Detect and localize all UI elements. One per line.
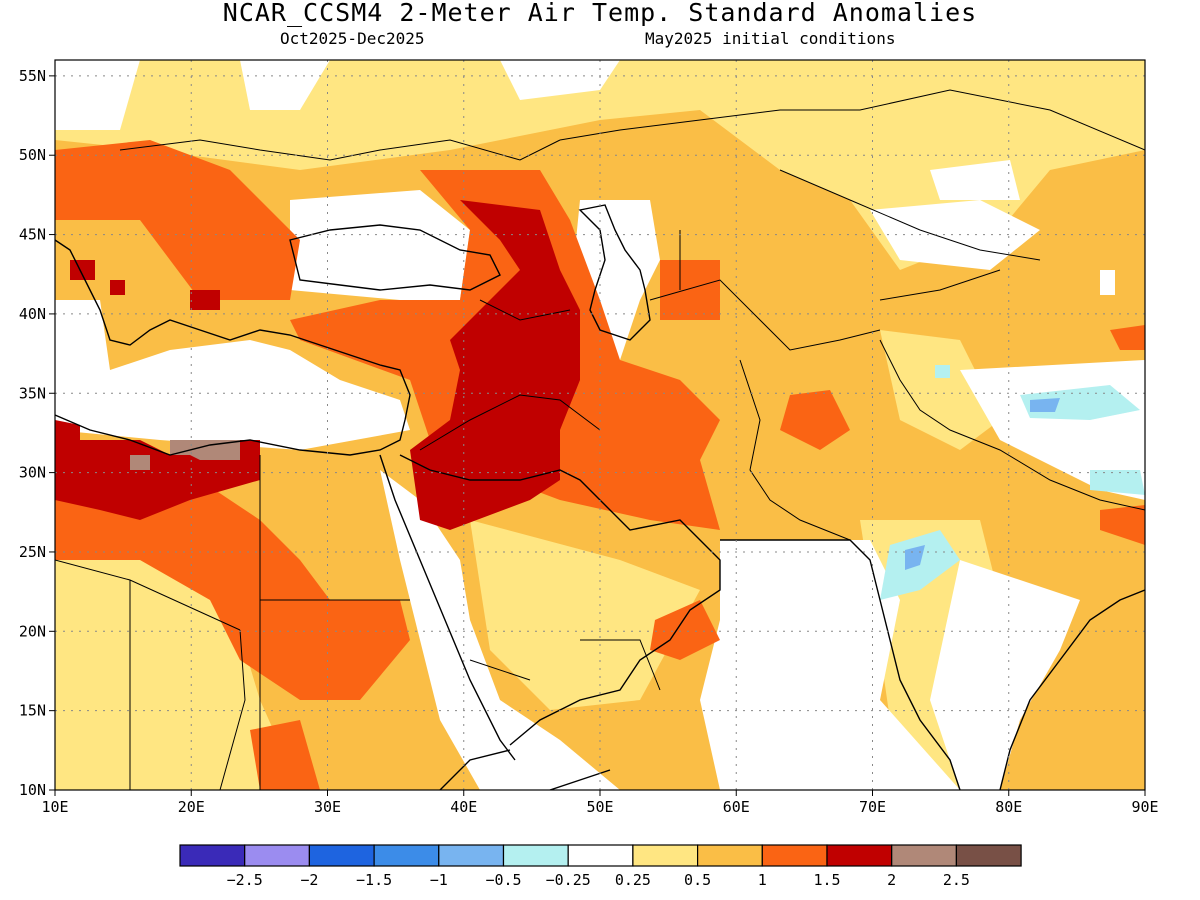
anomaly-band-1.5-2 bbox=[55, 200, 580, 530]
axis-ticks bbox=[49, 75, 1146, 796]
coastlines bbox=[55, 204, 1145, 790]
colorbar-swatch bbox=[179, 844, 246, 867]
lat-tick-label: 40N bbox=[19, 305, 46, 323]
colorbar-label: 2.5 bbox=[943, 871, 970, 889]
colorbar-swatch bbox=[632, 844, 699, 867]
anomaly-band-near-zero bbox=[55, 60, 1145, 790]
lon-tick-label: 20E bbox=[178, 798, 205, 816]
colorbar-label: −1 bbox=[430, 871, 448, 889]
lat-tick-label: 20N bbox=[19, 622, 46, 640]
country-borders bbox=[55, 89, 1145, 790]
colorbar-label: 0.5 bbox=[684, 871, 711, 889]
colorbar-swatch bbox=[955, 844, 1022, 867]
lat-tick-label: 55N bbox=[19, 67, 46, 85]
colorbar-label: 2 bbox=[887, 871, 896, 889]
colorbar-label: −0.5 bbox=[485, 871, 521, 889]
lat-tick-label: 10N bbox=[19, 781, 46, 799]
lat-tick-label: 15N bbox=[19, 702, 46, 720]
colorbar-swatch bbox=[696, 844, 763, 867]
lon-tick-label: 50E bbox=[586, 798, 613, 816]
initial-conditions: May2025 initial conditions bbox=[645, 29, 896, 48]
chart-title: NCAR_CCSM4 2-Meter Air Temp. Standard An… bbox=[222, 0, 978, 27]
lon-tick-label: 30E bbox=[314, 798, 341, 816]
lat-tick-label: 45N bbox=[19, 226, 46, 244]
lon-tick-label: 60E bbox=[723, 798, 750, 816]
lat-tick-label: 25N bbox=[19, 543, 46, 561]
lon-tick-label: 90E bbox=[1131, 798, 1158, 816]
colorbar-swatch bbox=[761, 844, 828, 867]
longitude-tick-labels: 10E 20E 30E 40E 50E 60E 70E 80E 90E bbox=[41, 798, 1158, 816]
colorbar-label: 1 bbox=[758, 871, 767, 889]
colorbar-swatch bbox=[502, 844, 569, 867]
colorbar bbox=[179, 844, 1022, 867]
colorbar-swatch bbox=[244, 844, 310, 867]
forecast-period: Oct2025-Dec2025 bbox=[280, 29, 425, 48]
colorbar-swatch bbox=[891, 844, 958, 867]
anomaly-band-neg-0.5 bbox=[905, 398, 1060, 570]
colorbar-swatch bbox=[373, 844, 440, 867]
lon-tick-label: 10E bbox=[41, 798, 68, 816]
colorbar-label: −2.5 bbox=[227, 871, 263, 889]
colorbar-labels: −2.5 −2 −1.5 −1 −0.5 −0.25 0.25 0.5 1 1.5 2 2.5 bbox=[227, 871, 970, 889]
colorbar-label: 0.25 bbox=[615, 871, 651, 889]
lon-tick-label: 40E bbox=[450, 798, 477, 816]
lon-tick-label: 80E bbox=[995, 798, 1022, 816]
gridlines bbox=[55, 60, 1145, 790]
colorbar-label: −2 bbox=[300, 871, 318, 889]
lat-tick-label: 35N bbox=[19, 384, 46, 402]
lat-tick-label: 50N bbox=[19, 146, 46, 164]
colorbar-swatch bbox=[826, 844, 893, 867]
colorbar-label: 1.5 bbox=[813, 871, 840, 889]
anomaly-band-2-2.5 bbox=[130, 440, 240, 470]
latitude-tick-labels: 10N 15N 20N 25N 30N 35N 40N 45N 50N 55N bbox=[19, 67, 46, 799]
colorbar-swatch bbox=[438, 844, 505, 867]
colorbar-swatch bbox=[308, 844, 375, 867]
colorbar-swatch bbox=[567, 844, 634, 867]
colorbar-label: −0.25 bbox=[546, 871, 591, 889]
lat-tick-label: 30N bbox=[19, 464, 46, 482]
lon-tick-label: 70E bbox=[859, 798, 886, 816]
colorbar-label: −1.5 bbox=[356, 871, 392, 889]
